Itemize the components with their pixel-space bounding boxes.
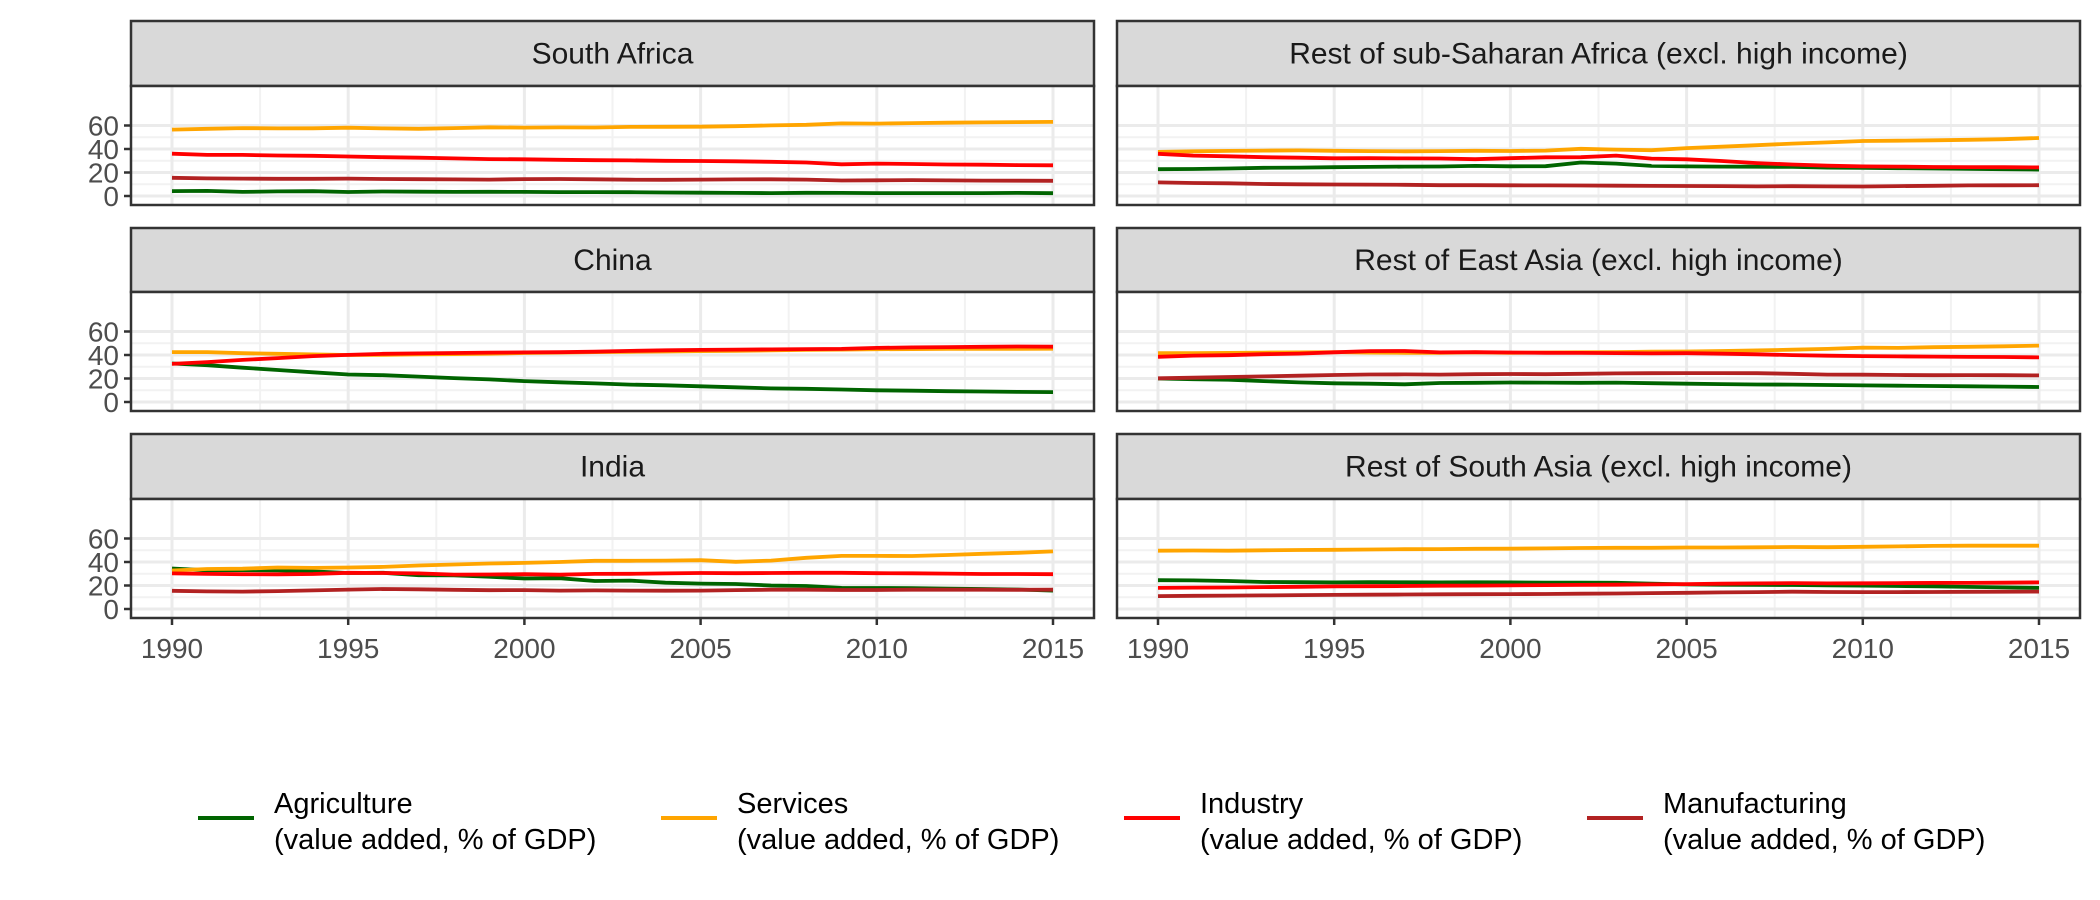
x-tick-label: 2010: [1832, 633, 1894, 664]
y-tick-label: 60: [88, 317, 119, 348]
x-tick-label: 2005: [669, 633, 731, 664]
panel-border: [129, 290, 1096, 413]
legend-item-services: Services (value added, % of GDP): [661, 788, 1059, 856]
y-tick-label: 20: [88, 571, 119, 602]
legend-label-unit: (value added, % of GDP): [274, 824, 596, 856]
legend-item-manufacturing: Manufacturing (value added, % of GDP): [1587, 788, 1985, 856]
x-tick-label: 2000: [1479, 633, 1541, 664]
facet-strip: [1115, 226, 2082, 294]
x-tick-label: 2005: [1655, 633, 1717, 664]
series-line-industry: [1157, 349, 2040, 360]
facet-title: South Africa: [532, 38, 694, 71]
x-tick-label: 2015: [2008, 633, 2070, 664]
x-tick-label: 1990: [1127, 633, 1189, 664]
y-tick-label: 40: [88, 134, 119, 165]
x-tick-label: 2010: [846, 633, 908, 664]
series-line-industry: [171, 151, 1054, 168]
legend-label: Agriculture: [274, 788, 413, 820]
facet-panel: Rest of sub-Saharan Africa (excl. high i…: [1115, 19, 2082, 207]
facet-strip: [129, 432, 1096, 501]
facet-title: Rest of sub-Saharan Africa (excl. high i…: [1289, 38, 1908, 71]
facet-title: Rest of South Asia (excl. high income): [1345, 451, 1852, 484]
panel-border: [1115, 290, 2082, 413]
series-line-agriculture: [171, 361, 1054, 394]
x-tick-label: 1995: [317, 633, 379, 664]
series-line-manufacturing: [1157, 180, 2040, 189]
legend-label-unit: (value added, % of GDP): [1663, 824, 1985, 856]
series-line-industry: [1157, 151, 2040, 170]
legend-item-industry: Industry (value added, % of GDP): [1124, 788, 1522, 856]
y-tick-label: 60: [88, 524, 119, 555]
series-line-agriculture: [1157, 376, 2040, 389]
series-line-manufacturing: [171, 587, 1054, 594]
series-line-industry: [171, 344, 1054, 366]
series-line-industry: [171, 570, 1054, 577]
legend-label: Industry: [1200, 788, 1304, 820]
x-tick-label: 1990: [141, 633, 203, 664]
legend-label: Manufacturing: [1663, 788, 1847, 820]
facet-strip: [1115, 432, 2082, 501]
x-tick-label: 1995: [1303, 633, 1365, 664]
x-tick-label: 2015: [1022, 633, 1084, 664]
facet-title: Rest of East Asia (excl. high income): [1354, 244, 1843, 277]
legend-label-unit: (value added, % of GDP): [737, 824, 1059, 856]
panel-border: [129, 497, 1096, 620]
y-tick-label: 20: [88, 158, 119, 189]
y-tick-label: 60: [88, 111, 119, 142]
panel-border: [1115, 497, 2082, 620]
legend: Agriculture(value added, % of GDP)Servic…: [198, 788, 1985, 856]
series-line-services: [1157, 543, 2039, 553]
series-line-manufacturing: [1157, 371, 2040, 381]
y-tick-label: 0: [103, 387, 119, 418]
series-line-industry: [1157, 580, 2040, 590]
series-line-agriculture: [171, 188, 1054, 196]
facet-panel: Rest of East Asia (excl. high income): [1115, 226, 2082, 413]
series-line-manufacturing: [1157, 589, 2040, 598]
series-line-agriculture: [1157, 578, 2040, 590]
legend-label: Services: [737, 788, 848, 820]
series-line-services: [171, 549, 1054, 573]
legend-item-agriculture: Agriculture (value added, % of GDP): [198, 788, 596, 856]
facet-strip: [129, 226, 1096, 294]
y-tick-label: 0: [103, 181, 119, 212]
facet-strip: [129, 19, 1096, 88]
panel-border: [129, 84, 1096, 207]
panel-border: [1115, 84, 2082, 207]
series-line-services: [1157, 136, 2040, 154]
legend-label-unit: (value added, % of GDP): [1200, 824, 1522, 856]
facet-title: China: [573, 244, 652, 277]
y-tick-label: 20: [88, 364, 119, 395]
series-line-services: [171, 120, 1054, 132]
y-tick-label: 0: [103, 594, 119, 625]
facet-title: India: [580, 451, 645, 484]
facet-panel: Rest of South Asia (excl. high income) 19…: [1115, 432, 2082, 664]
x-tick-label: 2000: [493, 633, 555, 664]
y-tick-label: 40: [88, 547, 119, 578]
series-line-manufacturing: [171, 175, 1054, 183]
y-tick-label: 40: [88, 340, 119, 371]
facet-strip: [1115, 19, 2082, 88]
